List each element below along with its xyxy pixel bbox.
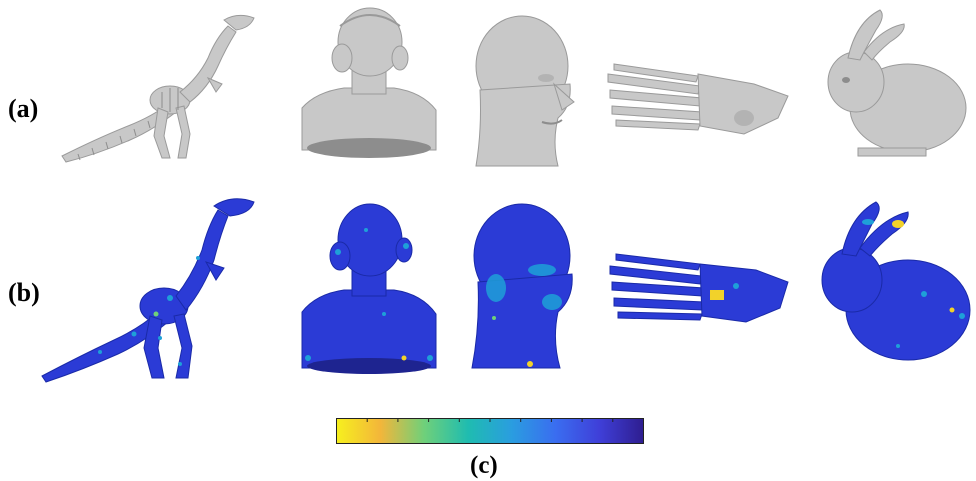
stanford-bunny-colormap [821,201,971,361]
colorbar-ticks [366,418,614,422]
foot-bones-mesh [607,63,789,135]
dinosaur-skeleton-mesh [61,14,255,163]
girl-bust-mesh [301,7,437,158]
row-label-b: (b) [8,278,40,307]
colorbar [336,418,644,444]
foot-bones-colormap [609,253,789,323]
mannequin-head-mesh [475,15,575,167]
mannequin-head-colormap [471,203,573,369]
girl-bust-colormap [301,203,437,374]
caption-label-c: (c) [470,452,498,479]
dinosaur-colormap [41,198,255,383]
row-label-a: (a) [8,94,39,123]
colorbar-gradient [336,418,644,444]
stanford-bunny-mesh [827,9,967,157]
